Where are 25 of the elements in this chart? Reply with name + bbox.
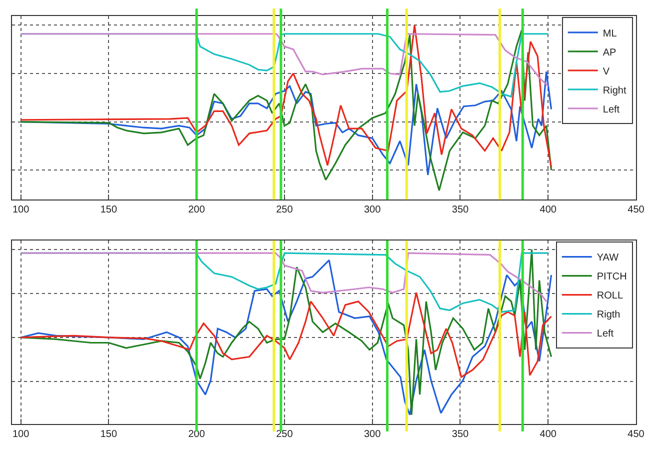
legend-label: YAW [596, 252, 620, 264]
x-tick-label: 300 [364, 429, 382, 440]
x-tick-label: 450 [628, 204, 645, 216]
x-tick-label: 350 [452, 204, 470, 216]
x-tick-label: 250 [276, 204, 294, 216]
legend-label: AP [602, 47, 617, 58]
x-tick-label: 100 [12, 204, 30, 216]
legend-label: PITCH [596, 272, 627, 283]
x-tick-label: 400 [540, 429, 557, 440]
legend-label: Left [602, 104, 620, 116]
legend-label: Left [596, 328, 614, 340]
legend-label: ML [602, 28, 618, 40]
x-tick-label: 300 [364, 204, 382, 216]
legend-label: ROLL [596, 290, 624, 302]
x-tick-label: 400 [540, 204, 557, 216]
x-tick-label: 250 [276, 429, 294, 440]
x-tick-label: 200 [188, 204, 206, 216]
legend-label: Rigth [596, 310, 620, 321]
x-tick-label: 100 [12, 429, 30, 440]
x-tick-label: 150 [100, 204, 118, 216]
x-tick-label: 350 [452, 429, 470, 440]
x-tick-label: 150 [100, 429, 118, 440]
legend-label: Right [602, 85, 626, 96]
x-tick-label: 450 [628, 429, 645, 440]
legend-label: V [602, 66, 610, 78]
